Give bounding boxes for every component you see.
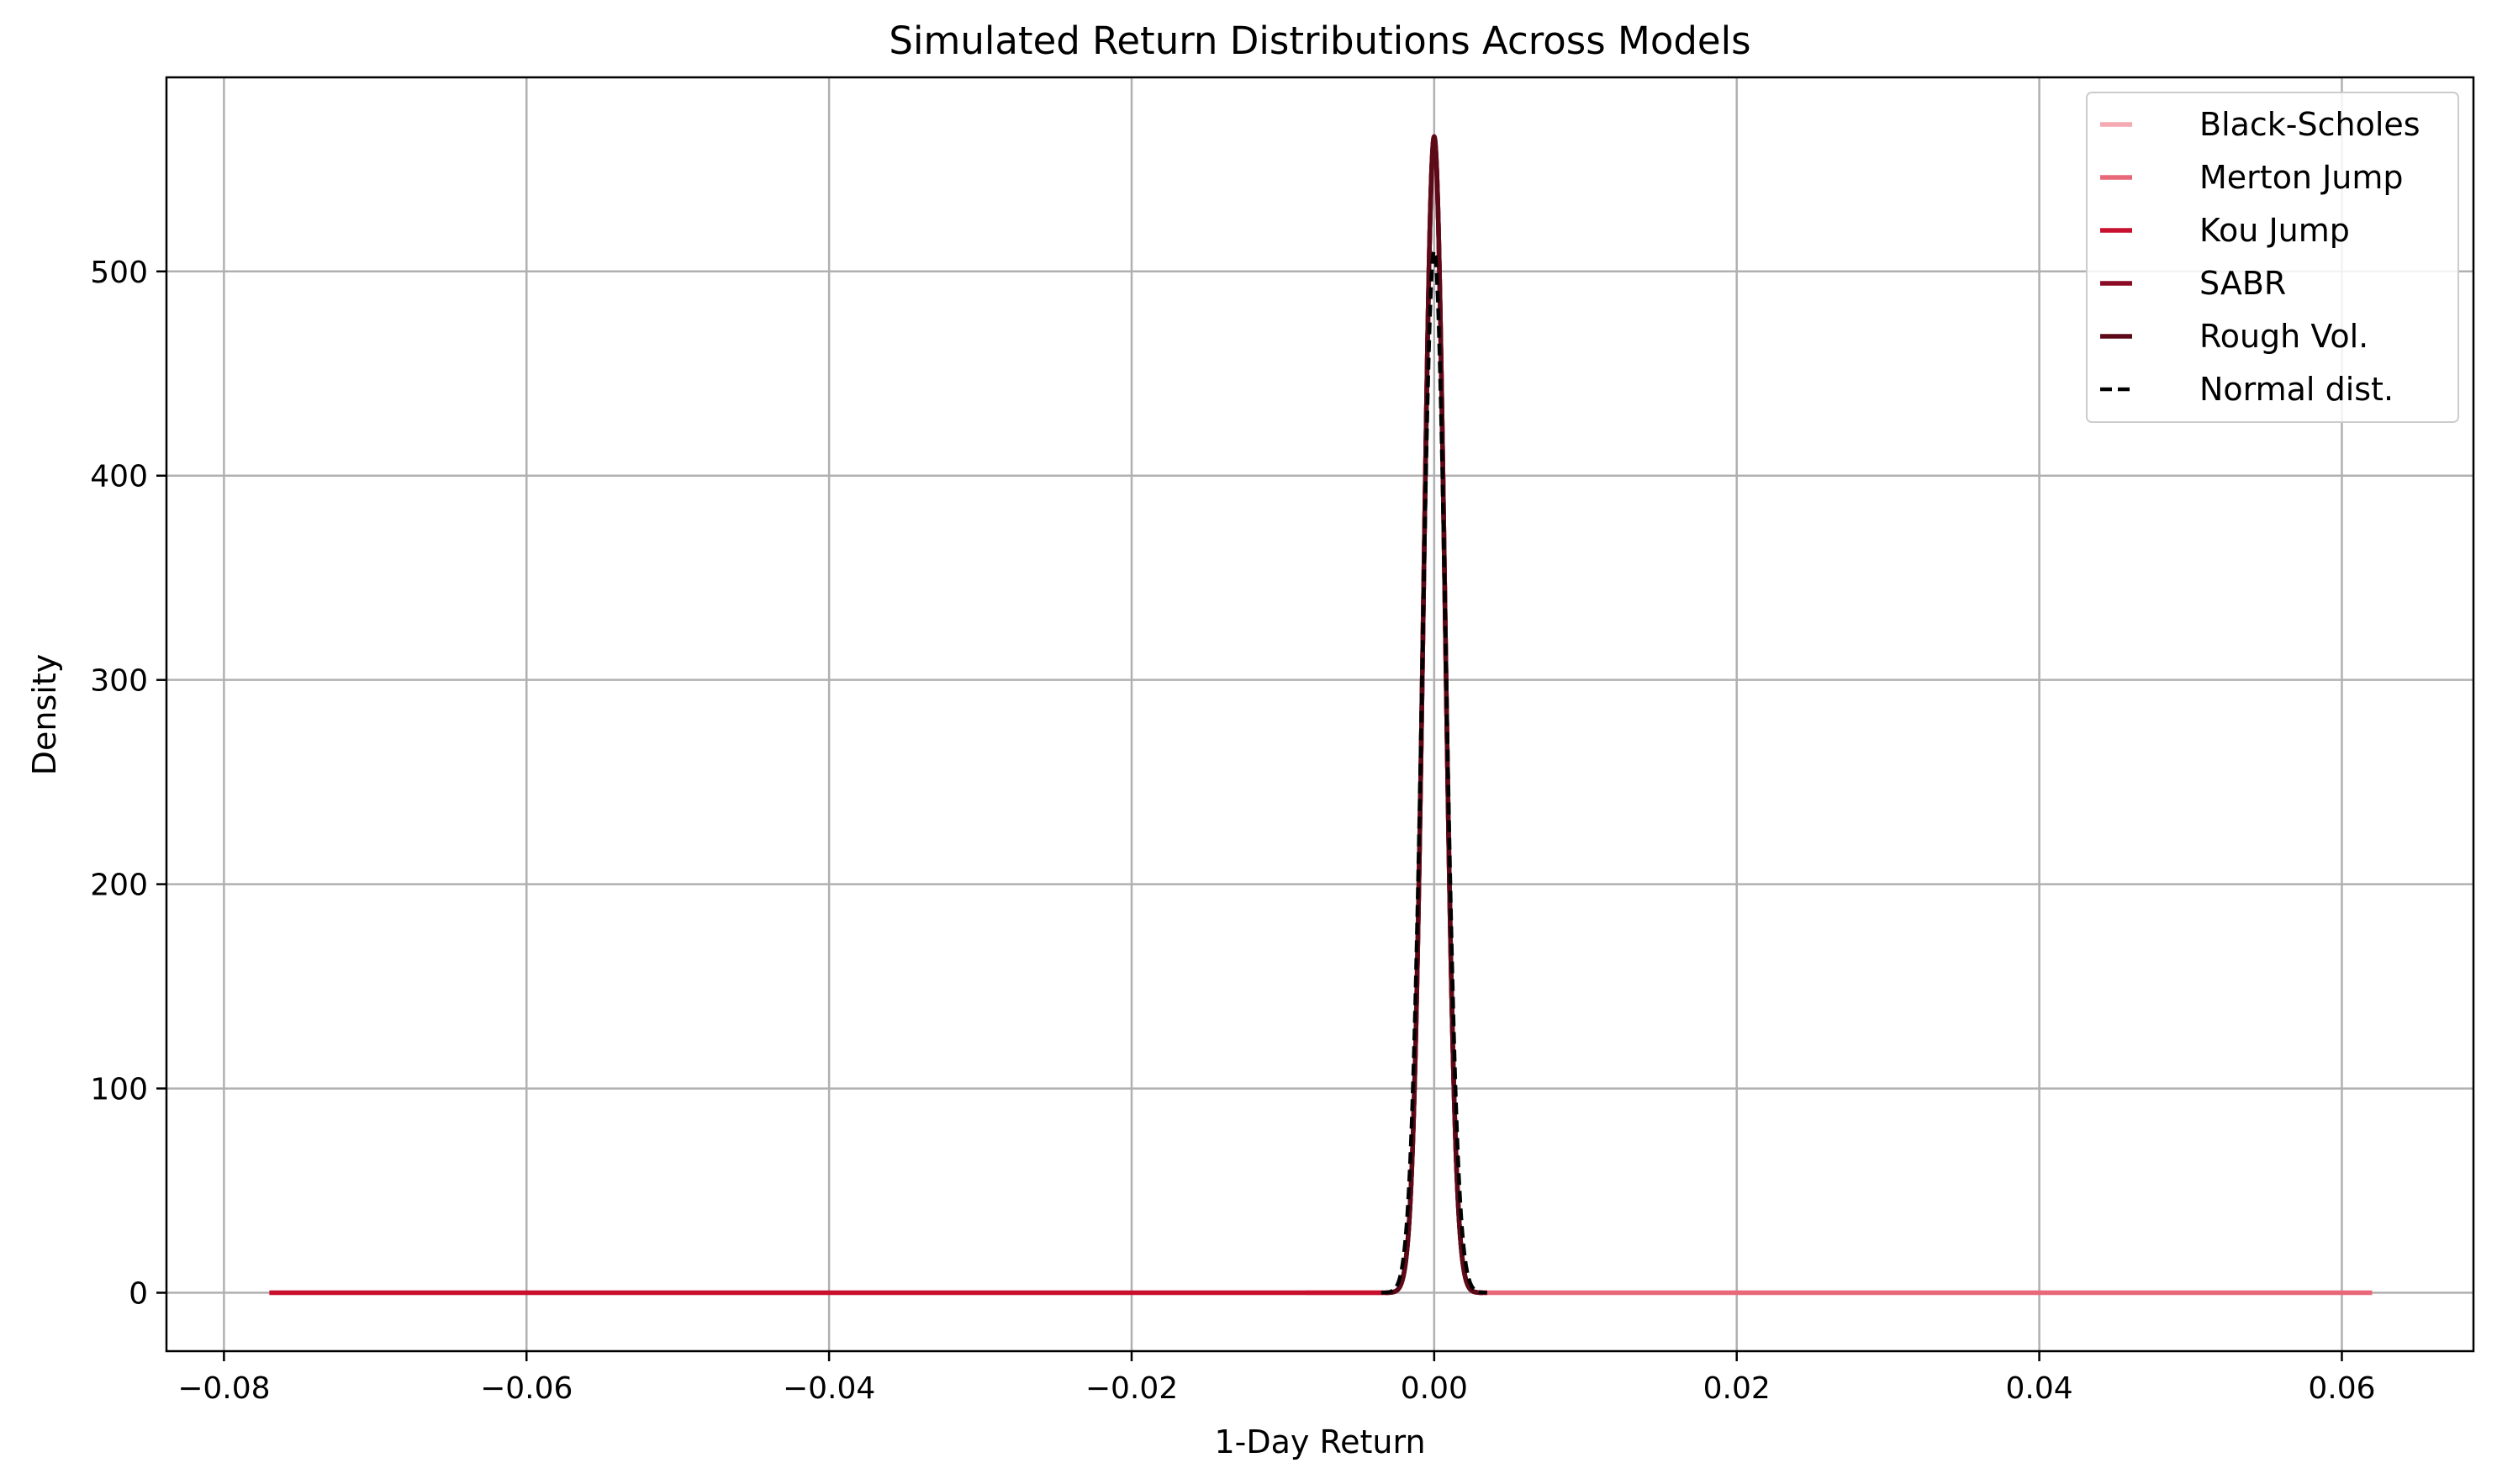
y-tick-label: 300: [90, 664, 148, 699]
legend-label: SABR: [2199, 265, 2286, 302]
y-tick-label: 400: [90, 460, 148, 494]
series-lines: [268, 134, 2373, 1296]
legend-label: Merton Jump: [2199, 159, 2404, 196]
plot-frame: [165, 76, 2475, 1353]
y-axis: 0 100 200 300 400 500: [90, 256, 166, 1312]
x-tick-label: 0.04: [2006, 1371, 2073, 1406]
legend-box: [2086, 92, 2459, 423]
legend-label: Normal dist.: [2199, 371, 2394, 408]
x-tick-label: −0.02: [1085, 1371, 1178, 1406]
y-tick-label: 200: [90, 869, 148, 903]
series-line: [268, 137, 1488, 1296]
x-tick-label: 0.06: [2308, 1371, 2375, 1406]
x-tick-label: −0.06: [480, 1371, 573, 1406]
legend-label: Rough Vol.: [2199, 318, 2368, 355]
y-axis-title: Density: [26, 654, 63, 775]
series-line: [1383, 134, 1486, 1296]
x-tick-label: −0.08: [177, 1371, 270, 1406]
x-axis: −0.08 −0.06 −0.04 −0.02 0.00 0.02 0.04 0.06: [177, 1351, 2376, 1406]
y-tick-label: 500: [90, 256, 148, 290]
series-line: [1379, 249, 1489, 1295]
x-tick-label: −0.04: [783, 1371, 875, 1406]
y-tick-label: 0: [129, 1277, 148, 1312]
legend: Black-Scholes Merton Jump Kou Jump SABR Roug…: [2086, 92, 2459, 423]
x-tick-label: 0.00: [1401, 1371, 1468, 1406]
chart-title: Simulated Return Distributions Across Mo…: [889, 18, 1750, 63]
y-tick-label: 100: [90, 1073, 148, 1107]
x-tick-label: 0.02: [1703, 1371, 1771, 1406]
x-axis-title: 1-Day Return: [1214, 1423, 1425, 1460]
legend-label: Black-Scholes: [2199, 106, 2420, 143]
legend-label: Kou Jump: [2199, 212, 2350, 249]
